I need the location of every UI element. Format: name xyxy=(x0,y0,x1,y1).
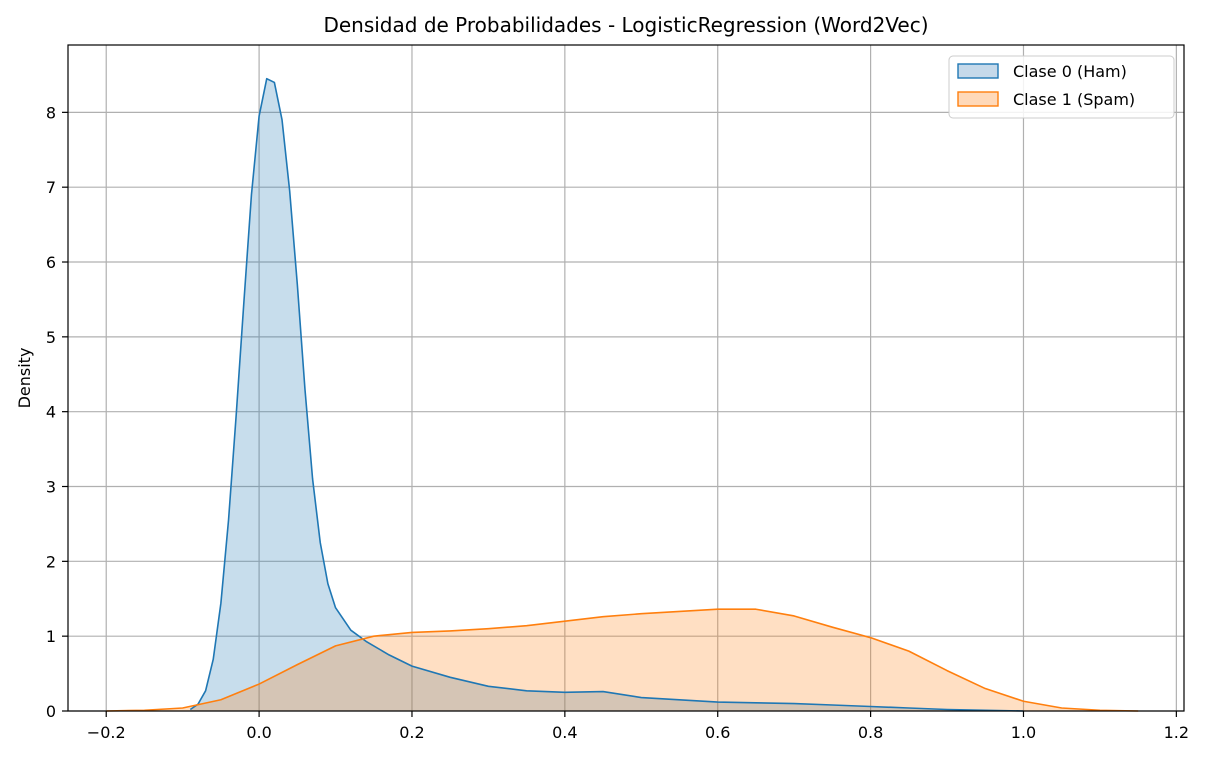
plot-frame xyxy=(67,44,1185,712)
grid xyxy=(68,45,1184,712)
x-tick-label: 0.2 xyxy=(399,723,424,742)
y-tick-label: 2 xyxy=(46,552,56,571)
y-tick-label: 6 xyxy=(46,253,56,272)
y-tick-label: 7 xyxy=(46,178,56,197)
x-tick-label: 0.8 xyxy=(858,723,883,742)
y-tick-label: 0 xyxy=(46,702,56,721)
chart-title: Densidad de Probabilidades - LogisticReg… xyxy=(323,13,928,37)
density-line-series-0 xyxy=(189,77,1024,712)
density-line-series-1 xyxy=(106,608,1139,712)
x-tick-label: 0.4 xyxy=(552,723,577,742)
y-tick-label: 4 xyxy=(46,403,56,422)
density-fill-series-1 xyxy=(106,609,1139,711)
x-tick-label: 0.0 xyxy=(246,723,271,742)
x-tick-label: 0.6 xyxy=(705,723,730,742)
y-tick-label: 5 xyxy=(46,328,56,347)
legend-swatch xyxy=(957,63,999,79)
legend-items: Clase 0 (Ham) Clase 1 (Spam) xyxy=(957,62,1135,109)
density-fill-series-0 xyxy=(190,78,1024,712)
x-axis-ticks: −0.2 0.0 0.2 0.4 0.6 0.8 1.0 1.2 xyxy=(87,711,1189,742)
legend: Clase 0 (Ham) Clase 1 (Spam) xyxy=(948,55,1175,119)
legend-label: Clase 0 (Ham) xyxy=(1013,62,1127,81)
legend-box xyxy=(948,55,1175,119)
x-tick-label: −0.2 xyxy=(87,723,126,742)
series-area xyxy=(106,77,1139,712)
y-tick-label: 3 xyxy=(46,478,56,497)
x-tick-label: 1.2 xyxy=(1164,723,1189,742)
y-axis-ticks: 0 1 2 3 4 5 6 7 8 xyxy=(46,103,68,721)
y-tick-label: 8 xyxy=(46,103,56,122)
y-axis-label: Density xyxy=(15,348,34,409)
legend-label: Clase 1 (Spam) xyxy=(1013,90,1135,109)
legend-swatch xyxy=(957,91,999,107)
x-tick-label: 1.0 xyxy=(1011,723,1036,742)
y-tick-label: 1 xyxy=(46,627,56,646)
